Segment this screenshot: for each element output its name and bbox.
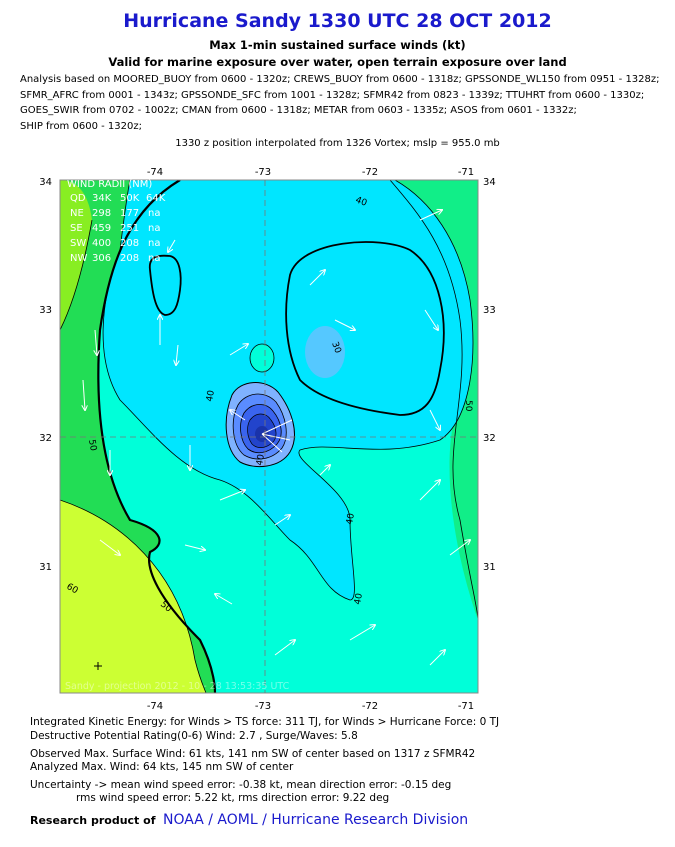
contour-label: 50 (463, 400, 473, 412)
x-tick-top: -73 (255, 167, 271, 178)
wind-radii-cell: na (148, 208, 160, 219)
y-tick-right: 34 (483, 177, 496, 188)
research-credit: Research product of NOAA / AOML / Hurric… (30, 812, 468, 828)
analysis-line: SFMR_AFRC from 0001 - 1343z; GPSSONDE_SF… (20, 89, 645, 101)
y-tick-left: 33 (39, 305, 52, 316)
axis-ticks: -74 -73 -72 -71 -74 -73 -72 -71 34 33 32… (39, 167, 495, 712)
subtitle-exposure: Valid for marine exposure over water, op… (108, 55, 567, 69)
wind-radii-cell: 306 (92, 253, 111, 264)
analysis-line: Analysis based on MOORED_BUOY from 0600 … (20, 74, 660, 85)
field-60kt (60, 180, 92, 330)
field-60kt-sw (60, 500, 206, 693)
subtitle-wind: Max 1-min sustained surface winds (kt) (209, 38, 466, 52)
contour-label: 40 (255, 453, 267, 466)
analysis-line: SHIP from 0600 - 1320z; (20, 120, 142, 132)
contour-label: 40 (354, 195, 368, 208)
station-marker (94, 662, 102, 670)
wind-radii-cell: 400 (92, 238, 111, 249)
wind-radii-cell: SE (70, 223, 83, 234)
wind-arrows (83, 210, 470, 666)
contour-label: 40 (353, 592, 365, 605)
contour-labels: 40 40 40 40 40 50 50 50 60 30 (65, 195, 474, 614)
noaa-aoml-hrd-link[interactable]: NOAA / AOML / Hurricane Research Divisio… (162, 812, 469, 828)
wind-radii-cell: 459 (92, 223, 111, 234)
research-label: Research product of (30, 814, 156, 827)
destructive-potential-text: Destructive Potential Rating(0-6) Wind: … (30, 730, 358, 742)
wind-radii-table: WIND RADII (NM) QD 34K 50K 64K NE 298 17… (67, 179, 166, 264)
contour-lines (60, 180, 478, 693)
plot-frame (59, 179, 479, 694)
wind-radii-cell: 208 (120, 253, 139, 264)
ike-text: Integrated Kinetic Energy: for Winds > T… (30, 716, 500, 728)
page-title: Hurricane Sandy 1330 UTC 28 OCT 2012 (123, 10, 552, 32)
contour-label: 30 (329, 341, 342, 355)
field-below-30kt (305, 326, 345, 378)
wind-radii-header-50k: 50K (120, 193, 140, 204)
wind-radii-cell: na (148, 223, 160, 234)
analyzed-max-wind: Analyzed Max. Wind: 64 kts, 145 nm SW of… (30, 761, 294, 773)
y-tick-left: 31 (39, 562, 52, 573)
x-tick-bottom: -71 (458, 701, 474, 712)
wind-radii-cell: NW (70, 253, 87, 264)
interpolation-note: 1330 z position interpolated from 1326 V… (175, 138, 500, 149)
x-tick-bottom: -72 (362, 701, 378, 712)
wind-radii-cell: 298 (92, 208, 111, 219)
analysis-line: GOES_SWIR from 0702 - 1002z; CMAN from 0… (20, 105, 577, 116)
observed-max-wind: Observed Max. Surface Wind: 61 kts, 141 … (30, 748, 476, 760)
contour-label: 40 (345, 512, 357, 525)
wind-radii-cell: na (148, 238, 160, 249)
field-30kt-north (148, 254, 182, 316)
wind-radii-header-64k: 64K (146, 193, 166, 204)
map-watermark: Sandy - projection 2012 - 10 - 28 13:53:… (65, 681, 290, 692)
wind-radii-cell: NE (70, 208, 84, 219)
x-tick-bottom: -73 (255, 701, 271, 712)
wind-radii-title: WIND RADII (NM) (67, 179, 152, 190)
x-tick-top: -71 (458, 167, 474, 178)
field-small-40kt (249, 343, 275, 373)
wind-radii-cell: na (148, 253, 160, 264)
wind-radii-header-qd: QD (70, 193, 86, 204)
uncertainty-rms: rms wind speed error: 5.22 kt, rms direc… (76, 792, 390, 804)
storm-core (225, 382, 295, 468)
wind-radii-cell: 208 (120, 238, 139, 249)
contour-label: 40 (205, 389, 217, 402)
y-tick-left: 34 (39, 177, 52, 188)
wind-radii-header-34k: 34K (92, 193, 112, 204)
y-tick-right: 32 (483, 433, 496, 444)
y-tick-left: 32 (39, 433, 52, 444)
y-tick-right: 33 (483, 305, 496, 316)
wind-map: 40 40 40 40 40 50 50 50 60 30 -74 -73 -7… (39, 167, 495, 712)
uncertainty-mean: Uncertainty -> mean wind speed error: -0… (30, 779, 452, 791)
contour-fills (60, 180, 478, 693)
field-30kt-ne (285, 241, 445, 416)
wind-radii-cell: 177 (120, 208, 139, 219)
x-tick-top: -72 (362, 167, 378, 178)
x-tick-top: -74 (147, 167, 163, 178)
x-tick-bottom: -74 (147, 701, 163, 712)
contour-label: 50 (86, 439, 98, 452)
analysis-sources: Analysis based on MOORED_BUOY from 0600 … (20, 72, 660, 134)
wind-radii-cell: 251 (120, 223, 139, 234)
wind-radii-cell: SW (70, 238, 86, 249)
y-tick-right: 31 (483, 562, 496, 573)
